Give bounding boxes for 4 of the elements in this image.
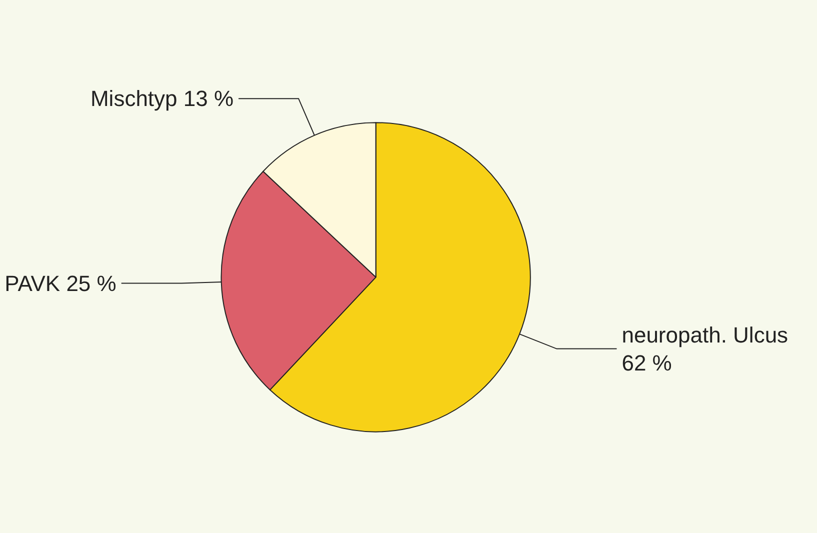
slice-label: Mischtyp 13 %: [90, 86, 234, 112]
slice-label: neuropath. Ulcus: [622, 322, 788, 348]
data-label: 62 %: [622, 350, 672, 376]
slice-label: PAVK 25 %: [4, 270, 116, 296]
